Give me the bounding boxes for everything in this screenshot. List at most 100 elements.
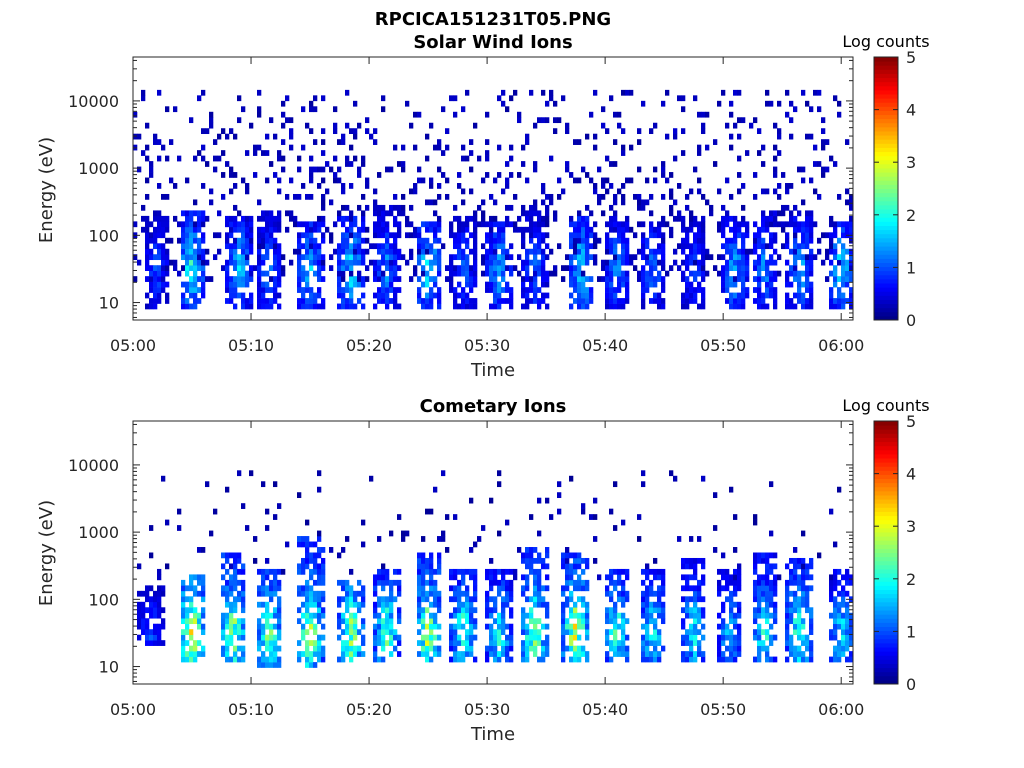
heatmap-cell <box>153 596 158 603</box>
heatmap-cell <box>429 634 434 641</box>
heatmap-cell <box>757 303 762 310</box>
colorbar-segment <box>874 77 898 83</box>
heatmap-cell <box>265 568 270 575</box>
heatmap-cell <box>321 177 326 184</box>
heatmap-cell <box>381 601 386 608</box>
heatmap-cell <box>189 237 194 244</box>
heatmap-cell <box>701 607 706 614</box>
heatmap-cell <box>789 303 794 310</box>
heatmap-cell <box>433 210 438 217</box>
heatmap-cell <box>537 270 542 277</box>
heatmap-cell <box>445 144 450 151</box>
heatmap-cell <box>749 248 754 255</box>
heatmap-cell <box>225 237 230 244</box>
colorbar-tick-label: 1 <box>906 622 916 641</box>
heatmap-cell <box>613 237 618 244</box>
heatmap-cell <box>185 612 190 619</box>
heatmap-cell <box>317 166 322 173</box>
heatmap-cell <box>769 259 774 266</box>
heatmap-cell <box>805 226 810 233</box>
heatmap-cell <box>733 568 738 575</box>
colorbar-segment <box>874 106 898 111</box>
heatmap-cell <box>501 265 506 271</box>
heatmap-cell <box>505 579 510 586</box>
heatmap-cell <box>145 265 150 271</box>
heatmap-cell <box>697 221 702 228</box>
heatmap-cell <box>185 303 190 310</box>
heatmap-cell <box>809 210 814 217</box>
heatmap-cell <box>745 265 750 271</box>
x-tick-label: 05:20 <box>346 700 392 719</box>
heatmap-cell <box>281 270 286 277</box>
heatmap-cell <box>361 161 366 167</box>
heatmap-cell <box>581 568 586 575</box>
heatmap-cell <box>833 541 838 548</box>
heatmap-cell <box>421 651 426 657</box>
heatmap-cell <box>757 298 762 304</box>
heatmap-cell <box>693 248 698 255</box>
heatmap-cell <box>149 265 154 271</box>
heatmap-cell <box>421 552 426 559</box>
heatmap-cell <box>149 552 154 559</box>
heatmap-cell <box>657 596 662 603</box>
heatmap-cell <box>633 232 638 239</box>
heatmap-cell <box>273 640 278 646</box>
heatmap-cell <box>737 585 742 592</box>
heatmap-cell <box>209 122 214 129</box>
heatmap-cell <box>641 596 646 603</box>
heatmap-cell <box>773 563 778 570</box>
heatmap-cell <box>805 645 810 652</box>
heatmap-cell <box>481 525 486 531</box>
heatmap-cell <box>309 172 314 178</box>
heatmap-cell <box>301 254 306 261</box>
heatmap-cell <box>381 226 386 233</box>
heatmap-cell <box>349 144 354 151</box>
heatmap-cell <box>485 221 490 228</box>
heatmap-cell <box>801 254 806 261</box>
heatmap-cell <box>433 645 438 652</box>
heatmap-cell <box>461 601 466 608</box>
heatmap-cell <box>829 656 834 663</box>
heatmap-cell <box>409 232 414 239</box>
heatmap-cell <box>609 574 614 581</box>
heatmap-cell <box>657 232 662 239</box>
heatmap-cell <box>145 276 150 282</box>
heatmap-cell <box>229 623 234 630</box>
heatmap-cell <box>553 128 558 135</box>
heatmap-cell <box>405 215 410 222</box>
heatmap-cell <box>157 183 162 189</box>
heatmap-cell <box>573 579 578 586</box>
heatmap-cell <box>701 292 706 299</box>
heatmap-cell <box>225 161 230 167</box>
heatmap-cell <box>701 557 706 564</box>
heatmap-cell <box>769 481 774 488</box>
heatmap-cell <box>509 265 514 271</box>
heatmap-cell <box>733 248 738 255</box>
heatmap-cell <box>317 607 322 614</box>
heatmap-cell <box>757 634 762 641</box>
heatmap-cell <box>473 237 478 244</box>
heatmap-cell <box>353 596 358 603</box>
heatmap-cell <box>345 645 350 652</box>
colorbar-segment <box>874 499 898 504</box>
heatmap-cell <box>581 237 586 244</box>
heatmap-cell <box>401 210 406 217</box>
heatmap-cell <box>197 259 202 266</box>
heatmap-cell <box>489 215 494 222</box>
heatmap-cell <box>317 270 322 277</box>
heatmap-cell <box>641 470 646 477</box>
heatmap-cell <box>509 623 514 630</box>
heatmap-cell <box>201 292 206 299</box>
x-tick-label: 05:20 <box>346 336 392 355</box>
heatmap-cell <box>497 292 502 299</box>
heatmap-cell <box>485 645 490 652</box>
heatmap-cell <box>849 237 854 244</box>
heatmap-cell <box>469 618 474 625</box>
heatmap-cell <box>265 237 270 244</box>
heatmap-cell <box>685 640 690 646</box>
heatmap-cell <box>513 265 518 271</box>
heatmap-cell <box>381 95 386 102</box>
colorbar-segment <box>874 618 898 623</box>
heatmap-cell <box>313 139 318 145</box>
heatmap-cell <box>281 111 286 118</box>
